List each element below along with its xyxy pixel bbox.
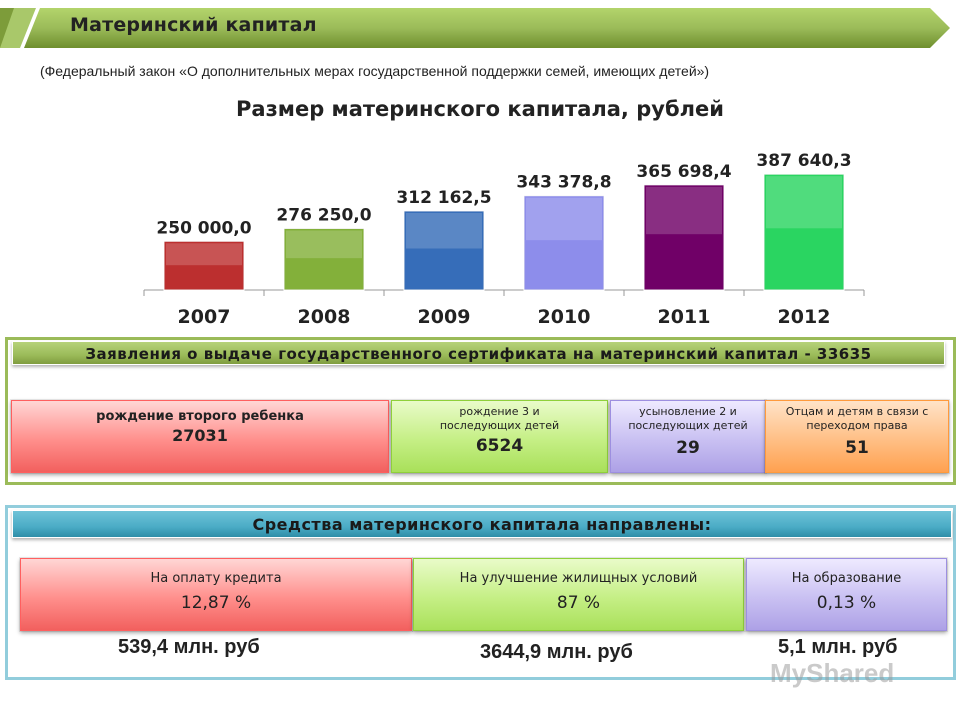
data-label-2011: 365 698,4: [636, 162, 731, 182]
data-label-2010: 343 378,8: [516, 173, 611, 193]
bar-highlight: [286, 230, 362, 259]
amount-education: 5,1 млн. руб: [778, 636, 898, 658]
card-third-child: рождение 3 и последующих детей 6524: [391, 400, 608, 473]
bar-highlight: [526, 197, 602, 241]
card-credit-value: 12,87 %: [180, 593, 252, 613]
x-tick-label-2007: 2007: [178, 306, 231, 328]
bar-2007: [163, 240, 245, 291]
card-credit: На оплату кредита 12,87 %: [20, 558, 412, 631]
card-fathers-value: 51: [845, 438, 869, 458]
bar-2011: [643, 184, 725, 291]
card-credit-label: На оплату кредита: [150, 571, 282, 586]
card-housing-label: На улучшение жилищных условий: [459, 571, 698, 586]
bar-shade: [164, 241, 244, 290]
card-education-value: 0,13 %: [816, 593, 877, 613]
card-housing-value: 87 %: [556, 593, 601, 613]
bar-highlight: [166, 243, 242, 266]
bar-2009: [403, 210, 485, 291]
x-tick-label-2011: 2011: [658, 306, 711, 328]
card-adoption-value: 29: [676, 438, 700, 458]
card-fathers-label: Отцам и детям в связи с переходом права: [785, 405, 929, 432]
card-third-child-value: 6524: [475, 436, 524, 456]
bar-highlight: [766, 176, 842, 229]
data-label-2012: 387 640,3: [756, 151, 851, 171]
bar-2008: [283, 227, 365, 291]
x-tick-label-2009: 2009: [418, 306, 471, 328]
x-tick-label-2010: 2010: [538, 306, 591, 328]
funds-header: Средства материнского капитала направлен…: [12, 510, 952, 538]
amount-credit: 539,4 млн. руб: [118, 636, 260, 658]
capital-bar-chart: 250 000,0 2007 276 250,0 2008 312 162,5 2009 3…: [143, 151, 865, 328]
card-second-child-label: рождение второго ребенка: [96, 409, 304, 424]
x-tick-label-2012: 2012: [778, 306, 831, 328]
card-second-child-value: 27031: [172, 426, 228, 445]
chart-title: Размер материнского капитала, рублей: [236, 97, 724, 121]
bar-shade: [644, 184, 724, 290]
law-subtitle: (Федеральный закон «О дополнительных мер…: [40, 63, 710, 79]
bar-2010: [523, 195, 605, 291]
watermark-logo: MyShared: [770, 658, 895, 688]
applications-header: Заявления о выдаче государственного серт…: [12, 341, 945, 365]
x-tick-label-2008: 2008: [298, 306, 351, 328]
card-adoption: усыновление 2 и последующих детей 29: [610, 400, 766, 473]
bar-shade: [284, 228, 364, 290]
card-housing: На улучшение жилищных условий 87 %: [413, 558, 744, 631]
bar-highlight: [406, 212, 482, 249]
data-label-2007: 250 000,0: [156, 218, 251, 238]
bar-shade: [404, 210, 484, 290]
data-label-2008: 276 250,0: [276, 205, 371, 225]
bar-2012: [763, 173, 845, 291]
card-third-child-label: рождение 3 и последующих детей: [439, 405, 560, 432]
card-second-child: рождение второго ребенка 27031: [11, 400, 389, 473]
bar-shade: [524, 195, 604, 290]
amount-housing: 3644,9 млн. руб: [480, 641, 633, 663]
card-education: На образование 0,13 %: [746, 558, 947, 631]
card-education-label: На образование: [791, 571, 902, 586]
card-adoption-label: усыновление 2 и последующих детей: [628, 405, 748, 432]
header-banner: [0, 8, 950, 48]
page-title: Материнский капитал: [70, 14, 317, 36]
bar-shade: [764, 174, 844, 290]
data-label-2009: 312 162,5: [396, 188, 491, 208]
bar-highlight: [646, 186, 722, 235]
card-fathers: Отцам и детям в связи с переходом права …: [765, 400, 949, 473]
